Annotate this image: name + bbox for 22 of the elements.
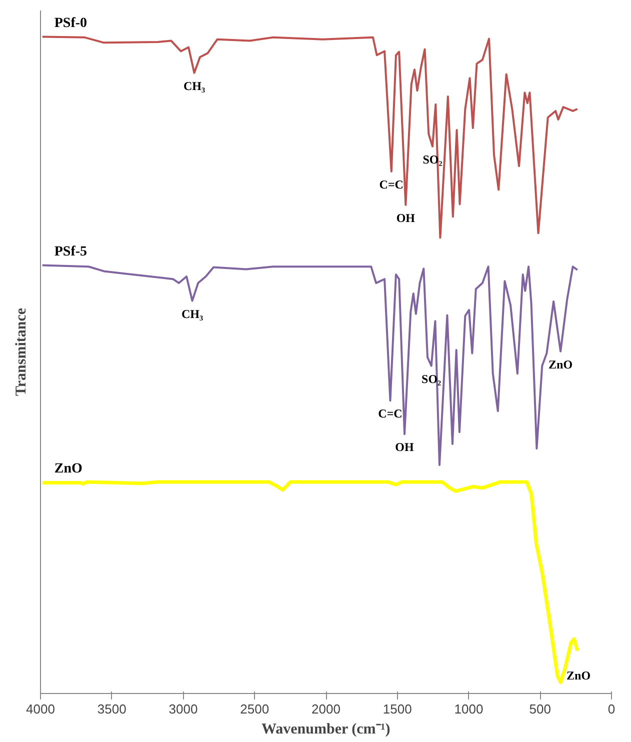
x-tick-label: 2500 [240, 702, 270, 716]
annotation: C=C [379, 177, 404, 192]
x-tick-label: 1500 [382, 702, 412, 716]
x-tick-label: 0 [608, 702, 616, 716]
x-tick-label: 1000 [454, 702, 484, 716]
y-axis-title: Transmitance [14, 308, 30, 396]
annotation: ZnO [566, 668, 591, 682]
x-tick-label: 500 [529, 702, 551, 716]
x-axis-title: Wavenumber (cm⁻¹) [261, 722, 390, 738]
series-label: PSf-0 [54, 16, 88, 31]
series-label: PSf-5 [54, 244, 88, 260]
annotation: ZnO [548, 357, 573, 372]
annotation: OH [395, 440, 415, 454]
x-tick-label: 4000 [26, 702, 55, 716]
annotation: OH [396, 210, 416, 225]
annotation: CH₃ [181, 306, 204, 321]
x-tick-label: 3000 [168, 702, 198, 716]
series-label: ZnO [54, 462, 82, 477]
annotation: CH₃ [183, 78, 206, 93]
x-tick-label: 3500 [97, 702, 126, 716]
x-tick-label: 2000 [312, 702, 340, 716]
annotation: C=C [378, 406, 402, 421]
